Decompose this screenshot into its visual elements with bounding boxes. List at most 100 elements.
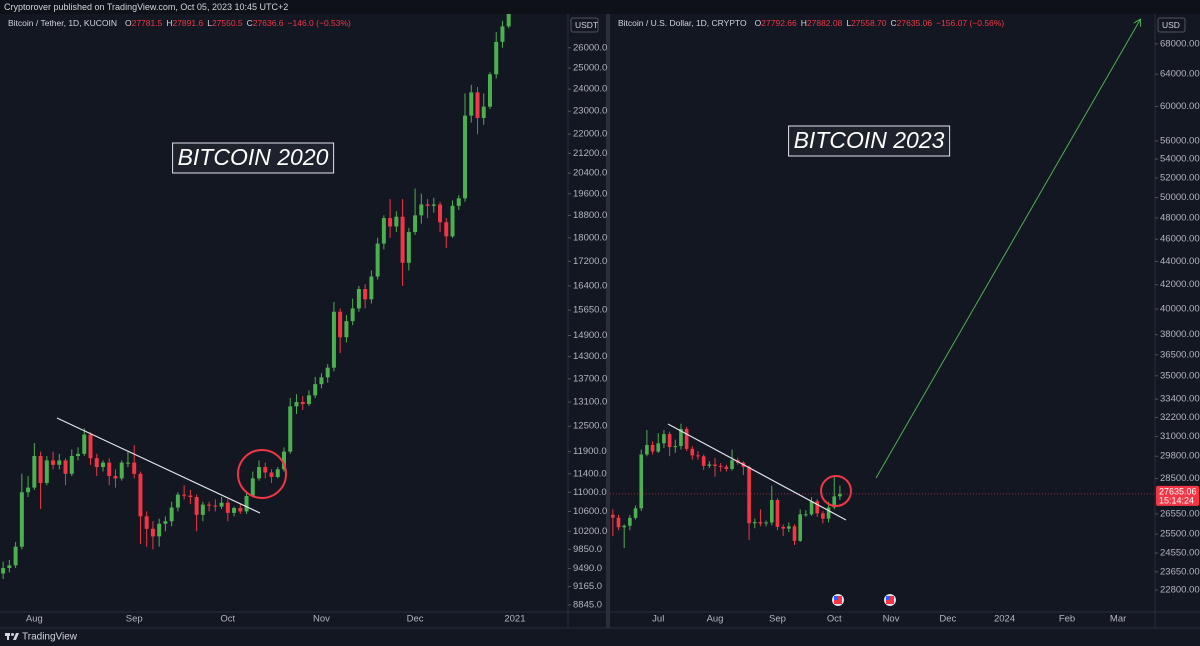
plot-area — [611, 423, 842, 549]
trend-line — [56, 417, 261, 514]
candle-body — [431, 204, 436, 206]
y-tick-label: 26000.0 — [573, 42, 607, 53]
y-tick-label: 68000.00 — [1160, 38, 1200, 49]
candle-body — [809, 501, 814, 515]
candle-body — [616, 517, 621, 528]
panel-divider — [606, 14, 610, 628]
event-icon — [832, 594, 844, 606]
candle-body — [481, 106, 486, 118]
candle-body — [306, 395, 311, 404]
y-tick-label: 52000.00 — [1160, 172, 1200, 183]
candle-body — [144, 516, 149, 529]
candle-body — [375, 243, 380, 277]
legend-value: 27792.66 — [761, 18, 797, 28]
candle-body — [645, 444, 649, 455]
candle-body — [656, 443, 661, 452]
candle-body — [350, 308, 355, 322]
candle-body — [113, 476, 118, 479]
y-tick-label: 17200.0 — [573, 256, 607, 267]
candle-body — [611, 514, 615, 518]
y-tick-label: 11900.0 — [573, 446, 607, 457]
candle-body — [363, 289, 368, 300]
legend-value: 27558.70 — [851, 18, 887, 28]
candle-body — [781, 526, 785, 529]
y-tick-label: 9490.0 — [573, 563, 602, 574]
publish-info: Cryptorover published on TradingView.com… — [4, 2, 288, 12]
symbol-title: Bitcoin / U.S. Dollar, 1D, CRYPTO — [618, 18, 747, 28]
y-tick-label: 14300.0 — [573, 351, 607, 362]
candle-body — [400, 216, 405, 263]
candle-body — [747, 466, 751, 524]
x-tick-label: Feb — [1059, 614, 1075, 625]
y-tick-label: 19600.0 — [573, 188, 607, 199]
projection-arrow — [875, 20, 1140, 479]
candle-body — [63, 460, 68, 474]
candle-body — [628, 517, 632, 526]
y-tick-label: 16400.0 — [573, 280, 607, 291]
currency-box — [570, 17, 599, 33]
y-tick-label: 44000.00 — [1160, 256, 1200, 267]
highlight-circle — [237, 449, 287, 499]
candle-body — [394, 216, 399, 227]
y-tick-label: 9850.0 — [573, 544, 602, 555]
legend-value: 27636.6 — [253, 18, 284, 28]
x-tick-label: Dec — [407, 614, 424, 625]
y-tick-label: 50000.00 — [1160, 192, 1200, 203]
footer-brand: TradingView — [22, 632, 78, 643]
y-tick-label: 56000.00 — [1160, 135, 1200, 146]
candle-body — [718, 465, 723, 467]
candle-body — [821, 513, 825, 519]
y-tick-label: 33400.00 — [1160, 394, 1200, 405]
candle-body — [838, 493, 842, 497]
candle-body — [119, 462, 124, 479]
candle-body — [244, 496, 249, 512]
candle-body — [500, 26, 505, 42]
legend-change: −156.07 (−0.56%) — [936, 18, 1004, 28]
candle-body — [288, 406, 293, 452]
x-tick-label: Mar — [1110, 614, 1126, 625]
candle-body — [494, 41, 499, 75]
currency-label: USDT — [575, 20, 598, 30]
candle-body — [125, 462, 130, 464]
candle-body — [826, 507, 831, 519]
last-price-box — [1156, 485, 1199, 506]
candle-body — [696, 455, 700, 457]
candle-body — [815, 501, 820, 514]
highlight-circle — [820, 475, 852, 507]
candle-body — [182, 494, 187, 496]
y-tick-label: 10600.0 — [573, 506, 607, 517]
y-tick-label: 29800.00 — [1160, 451, 1200, 462]
y-tick-label: 48000.00 — [1160, 212, 1200, 223]
candle-body — [282, 451, 286, 470]
y-tick-label: 8845.0 — [573, 599, 602, 610]
candle-body — [775, 500, 780, 527]
candle-body — [257, 467, 262, 479]
candle-body — [832, 496, 837, 508]
y-tick-label: 21200.0 — [573, 148, 607, 159]
candle-body — [69, 455, 74, 474]
x-tick-label: Sep — [126, 614, 143, 625]
legend-key: H — [801, 18, 807, 28]
candle-body — [381, 218, 386, 244]
candle-body — [344, 321, 349, 338]
candle-body — [707, 464, 712, 466]
legend-value: 27781.5 — [132, 18, 163, 28]
legend-key: L — [207, 18, 212, 28]
x-tick-label: Jul — [652, 614, 664, 625]
y-tick-label: 28500.00 — [1160, 473, 1200, 484]
candle-body — [787, 526, 791, 529]
candle-body — [275, 469, 280, 478]
y-tick-label: 38000.00 — [1160, 329, 1200, 340]
x-tick-label: Sep — [769, 614, 786, 625]
candle-body — [219, 502, 224, 507]
x-tick-label: Aug — [707, 614, 724, 625]
candle-body — [7, 565, 12, 569]
candle-body — [207, 504, 212, 506]
y-tick-label: 23000.0 — [573, 106, 607, 117]
candle-body — [1, 568, 6, 574]
candle-body — [238, 508, 243, 512]
y-tick-label: 24000.0 — [573, 84, 607, 95]
candle-body — [679, 428, 683, 447]
trend-line — [667, 423, 847, 521]
